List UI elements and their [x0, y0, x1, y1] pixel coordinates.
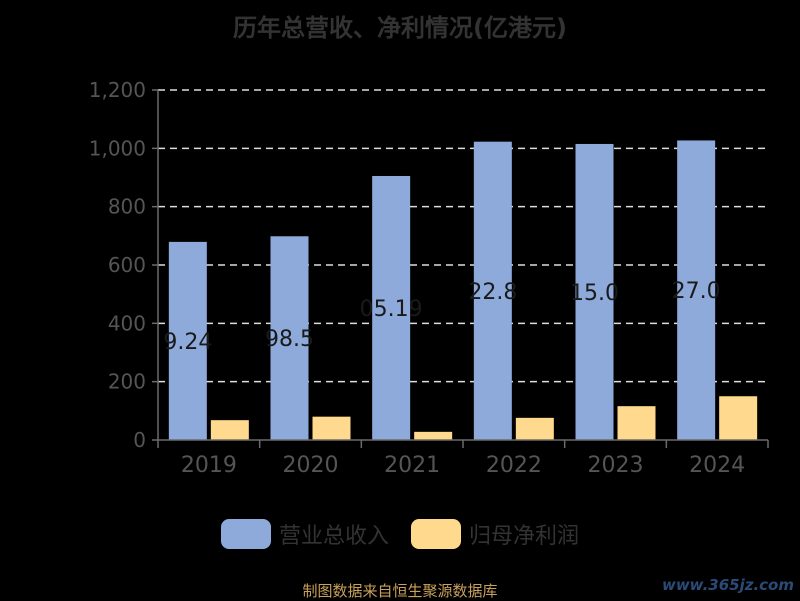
bar-value-label: 27.0 — [672, 279, 721, 304]
bar-value-label: 9.24 — [163, 330, 212, 355]
bar-profit[interactable] — [719, 396, 758, 440]
legend-swatch-revenue — [220, 519, 271, 549]
bar-labels-layer: 9.24 98.5 05.19 22.8 15.0 27.0 — [163, 279, 720, 355]
legend-item-profit[interactable]: 归母净利润 — [411, 518, 579, 550]
legend: 营业总收入 归母净利润 — [0, 518, 800, 550]
bar-revenue[interactable] — [168, 241, 207, 440]
y-tick-label: 800 — [108, 195, 146, 219]
chart-title: 历年总营收、净利情况(亿港元) — [233, 14, 567, 42]
x-tick-label: 2020 — [283, 453, 339, 478]
x-tick-label: 2024 — [689, 453, 745, 478]
y-tick-label: 1,000 — [89, 136, 146, 160]
bars-layer — [168, 140, 758, 441]
bar-revenue[interactable] — [575, 143, 614, 441]
bar-revenue[interactable] — [270, 236, 309, 440]
bar-value-label: 15.0 — [570, 281, 619, 306]
legend-item-revenue[interactable]: 营业总收入 — [220, 518, 389, 550]
x-tick-label: 2022 — [486, 453, 542, 478]
axis-layer: 0 200 400 600 800 1,000 1,200 2019 2020 2021 2022 2… — [89, 78, 769, 478]
bar-revenue[interactable] — [372, 175, 411, 440]
bar-profit[interactable] — [617, 406, 656, 440]
site-watermark: www.365jz.com — [661, 576, 794, 594]
bar-profit[interactable] — [210, 420, 249, 440]
y-tick-label: 600 — [108, 253, 146, 277]
x-tick-label: 2021 — [384, 453, 440, 478]
bar-revenue[interactable] — [677, 140, 716, 441]
bar-value-label: 98.5 — [265, 327, 314, 352]
x-tick-label: 2023 — [588, 453, 644, 478]
bar-value-label: 22.8 — [468, 280, 517, 305]
legend-swatch-profit — [411, 519, 461, 549]
x-tick-label: 2019 — [181, 453, 237, 478]
legend-label-revenue: 营业总收入 — [278, 524, 389, 549]
bar-revenue[interactable] — [473, 141, 512, 440]
y-tick-label: 200 — [108, 370, 146, 394]
bar-profit[interactable] — [515, 417, 554, 440]
y-tick-label: 1,200 — [89, 78, 146, 102]
y-tick-label: 400 — [108, 311, 146, 335]
grid-layer — [158, 89, 768, 383]
data-source-note: 制图数据来自恒生聚源数据库 — [302, 582, 498, 600]
y-tick-label: 0 — [133, 428, 146, 452]
bar-profit[interactable] — [312, 416, 351, 440]
bar-value-label: 05.19 — [360, 297, 423, 322]
bar-profit[interactable] — [414, 431, 453, 440]
legend-label-profit: 归母净利润 — [469, 524, 580, 549]
